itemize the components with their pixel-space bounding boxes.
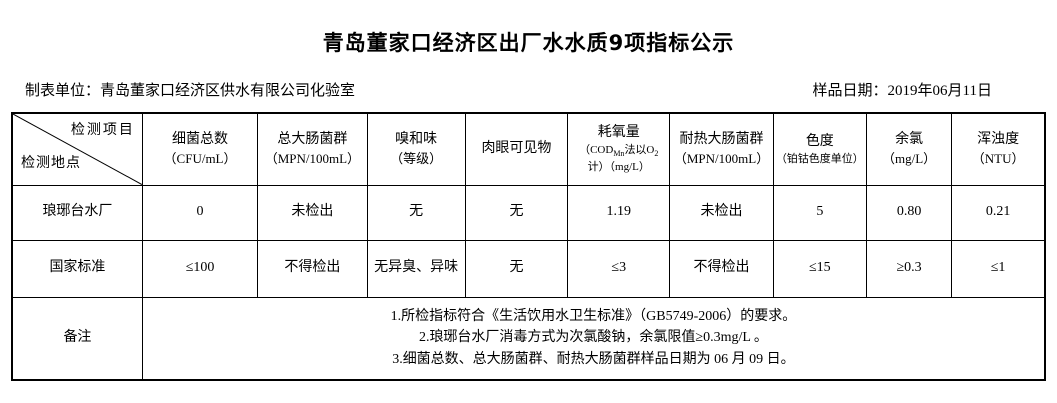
data-cell: 未检出 [257, 184, 368, 241]
row-label-langyatai-plant: 琅琊台水厂 [11, 184, 143, 241]
data-cell: ≤3 [567, 239, 671, 298]
table-row-remarks: 备注 1.所检指标符合《生活饮用水卫生标准》（GB5749-2006）的要求。 … [11, 296, 1046, 381]
remarks-content-cell: 1.所检指标符合《生活饮用水卫生标准》（GB5749-2006）的要求。 2.琅… [141, 296, 1046, 381]
remarks-label: 备注 [11, 296, 143, 381]
corner-label-test-item: 检测项目 [70, 123, 135, 138]
column-header-oxygen-consumption: 耗氧量 （CODMn法以O2 计）（mg/L） [567, 112, 671, 186]
header-main: 总大肠菌群 [277, 132, 348, 148]
column-header-residual-chlorine: 余氯 （mg/L） [865, 112, 953, 186]
header-row: 检测项目 检测地点 细菌总数 （CFU/mL） 总大肠菌群 （MPN/100mL… [11, 112, 1046, 186]
header-unit: （CODMn法以O2 计）（mg/L） [579, 144, 659, 173]
diagonal-divider-line [13, 114, 142, 185]
header-unit: （MPN/100mL） [264, 150, 361, 166]
table-row-langyatai-plant: 琅琊台水厂 0 未检出 无 无 1.19 未检出 5 0.80 0.21 [11, 184, 1046, 241]
corner-label-test-site: 检测地点 [21, 155, 81, 171]
header-unit: （mg/L） [881, 150, 937, 166]
page-title: 青岛董家口经济区出厂水水质9项指标公示 [322, 31, 735, 55]
header-main: 嗅和味 [395, 132, 438, 148]
header-unit: （CFU/mL） [163, 150, 237, 166]
sample-date-label: 样品日期：2019年06月11日 [812, 83, 992, 99]
note-line-3: 3.细菌总数、总大肠菌群、耐热大肠菌群样品日期为 06 月 09 日。 [392, 352, 795, 368]
data-cell: 无 [464, 184, 569, 241]
corner-header-cell: 检测项目 检测地点 [11, 112, 143, 186]
data-cell: 无 [366, 184, 466, 241]
note-line-2: 2.琅琊台水厂消毒方式为次氯酸钠，余氯限值≥0.3mg/L 。 [418, 330, 768, 346]
note-line-1: 1.所检指标符合《生活饮用水卫生标准》（GB5749-2006）的要求。 [390, 308, 797, 324]
column-header-visible-matter: 肉眼可见物 [464, 112, 569, 186]
header-main: 色度 [805, 133, 834, 149]
data-cell: ≤100 [141, 239, 259, 298]
water-quality-table: 检测项目 检测地点 细菌总数 （CFU/mL） 总大肠菌群 （MPN/100mL… [11, 112, 1046, 381]
column-header-thermotolerant-coliform: 耐热大肠菌群 （MPN/100mL） [669, 112, 774, 186]
header-unit: （等级） [390, 150, 443, 166]
column-header-odor-taste: 嗅和味 （等级） [366, 112, 466, 186]
data-cell: 未检出 [669, 184, 774, 241]
data-cell: 无 [464, 239, 569, 298]
header-main: 肉眼可见物 [481, 140, 552, 156]
row-label-national-standard: 国家标准 [11, 239, 143, 298]
column-header-total-coliform: 总大肠菌群 （MPN/100mL） [257, 112, 368, 186]
column-header-chromaticity: 色度 （铂钴色度单位） [772, 112, 867, 186]
header-main: 耐热大肠菌群 [679, 132, 764, 148]
data-cell: 不得检出 [257, 239, 368, 298]
prepared-by-label: 制表单位：青岛董家口经济区供水有限公司化验室 [25, 83, 356, 99]
column-header-bacteria-count: 细菌总数 （CFU/mL） [141, 112, 259, 186]
meta-row: 制表单位：青岛董家口经济区供水有限公司化验室 样品日期：2019年06月11日 [0, 79, 1057, 100]
header-main: 耗氧量 [597, 125, 640, 141]
data-cell: ≥0.3 [865, 239, 953, 298]
data-cell: 5 [772, 184, 867, 241]
data-cell: 无异臭、异味 [366, 239, 466, 298]
header-unit: （MPN/100mL） [673, 150, 770, 166]
column-header-turbidity: 浑浊度 （NTU） [951, 112, 1046, 186]
data-cell: 1.19 [567, 184, 671, 241]
data-cell: ≤1 [951, 239, 1046, 298]
data-cell: 0.80 [865, 184, 953, 241]
data-cell: ≤15 [772, 239, 867, 298]
data-cell: 0 [141, 184, 259, 241]
data-cell: 0.21 [951, 184, 1046, 241]
data-cell: 不得检出 [669, 239, 774, 298]
table-row-national-standard: 国家标准 ≤100 不得检出 无异臭、异味 无 ≤3 不得检出 ≤15 ≥0.3… [11, 239, 1046, 298]
header-main: 细菌总数 [172, 132, 229, 148]
header-main: 浑浊度 [977, 132, 1020, 148]
header-unit: （NTU） [971, 150, 1025, 166]
header-unit: （铂钴色度单位） [775, 152, 864, 165]
header-main: 余氯 [895, 132, 924, 148]
